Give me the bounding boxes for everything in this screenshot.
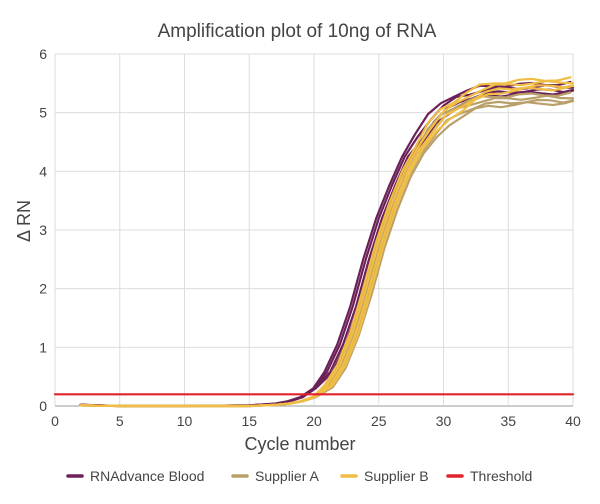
y-tick-label: 2 <box>39 281 47 297</box>
y-axis-label: Δ RN <box>14 200 34 242</box>
series-line-supplier-b <box>81 84 575 408</box>
series-line-supplier-a <box>78 91 572 408</box>
x-axis-label: Cycle number <box>244 434 355 454</box>
y-tick-label: 4 <box>39 163 47 179</box>
series-line-supplier-a <box>80 98 575 408</box>
x-tick-label: 10 <box>177 413 193 429</box>
x-tick-label: 35 <box>500 413 516 429</box>
series-line-supplier-b <box>79 79 575 408</box>
legend-label: Supplier B <box>364 468 429 484</box>
x-tick-label: 15 <box>241 413 257 429</box>
y-tick-label: 5 <box>39 105 47 121</box>
legend: RNAdvance Blood Supplier A Supplier B Thres… <box>66 468 532 484</box>
x-tick-label: 5 <box>116 413 124 429</box>
series-line-rnadvance-blood <box>79 83 575 408</box>
y-tick-label: 3 <box>39 222 47 238</box>
series-line-supplier-a <box>81 99 575 408</box>
x-tick-label: 0 <box>51 413 59 429</box>
y-tick-label: 1 <box>39 339 47 355</box>
legend-label: Threshold <box>470 468 532 484</box>
series-line-rnadvance-blood <box>81 89 575 408</box>
x-tick-label: 20 <box>306 413 322 429</box>
x-tick-label: 40 <box>565 413 581 429</box>
series-line-rnadvance-blood <box>80 88 575 408</box>
x-tick-label: 30 <box>436 413 452 429</box>
x-tick-label: 25 <box>371 413 387 429</box>
legend-label: RNAdvance Blood <box>90 468 204 484</box>
tick-layer: 0 1 2 3 4 5 6 0 5 10 15 20 25 30 35 40 <box>39 46 581 429</box>
series-line-rnadvance-blood <box>78 80 572 408</box>
chart-title: Amplification plot of 10ng of RNA <box>158 21 437 42</box>
y-tick-label: 6 <box>39 46 47 62</box>
series-line-supplier-a <box>79 94 575 408</box>
series-line-supplier-b <box>80 84 575 408</box>
legend-label: Supplier A <box>255 468 319 484</box>
series-layer <box>53 76 575 408</box>
series-line-supplier-b <box>78 76 572 408</box>
y-tick-label: 0 <box>39 398 47 414</box>
